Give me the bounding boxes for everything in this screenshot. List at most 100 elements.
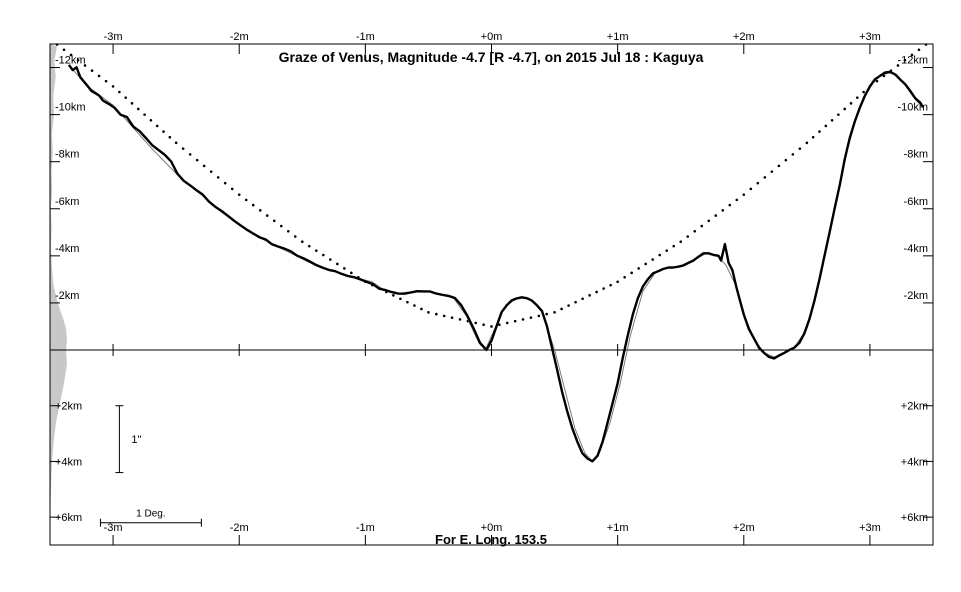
mean-limb-dot: [630, 272, 633, 275]
mean-limb-dot: [707, 220, 710, 223]
y-label-left: -6km: [55, 196, 79, 208]
mean-limb-dot: [897, 64, 900, 67]
mean-limb-dot: [514, 320, 517, 323]
x-tick-label-top: +1m: [607, 31, 629, 43]
mean-limb-dot: [203, 165, 206, 168]
mean-limb-dot: [658, 254, 661, 257]
mean-limb-dot: [196, 159, 199, 162]
mean-limb-dot: [831, 119, 834, 122]
mean-limb-dot: [799, 147, 802, 150]
mean-limb-dot: [231, 188, 234, 191]
mean-limb-dot: [749, 188, 752, 191]
mean-limb-dot: [84, 64, 87, 67]
mean-limb-dot: [581, 297, 584, 300]
mean-limb-dot: [287, 230, 290, 233]
x-tick-label-top: +3m: [859, 31, 881, 43]
x-tick-label-bottom: +3m: [859, 522, 881, 534]
mean-limb-dot: [137, 108, 140, 111]
y-label-left: -10km: [55, 102, 86, 114]
mean-limb-dot: [637, 267, 640, 270]
y-label-right: +6km: [901, 512, 928, 524]
x-tick-label-bottom: -1m: [356, 522, 375, 534]
mean-limb-dot: [301, 240, 304, 243]
mean-limb-dot: [856, 96, 859, 99]
mean-limb-dot: [169, 136, 172, 139]
y-label-left: +4km: [55, 456, 82, 468]
mean-limb-dot: [616, 280, 619, 283]
y-label-left: +2km: [55, 401, 82, 413]
mean-limb-dot: [824, 125, 827, 128]
mean-limb-dot: [259, 209, 262, 212]
mean-limb-dot: [522, 318, 525, 321]
mean-limb-dot: [182, 147, 185, 150]
mean-limb-dot: [238, 193, 241, 196]
mean-limb-dot: [150, 119, 153, 122]
mean-limb-dot: [273, 220, 276, 223]
mean-limb-dot: [392, 294, 395, 297]
mean-limb-dot: [588, 294, 591, 297]
y-label-right: +4km: [901, 456, 928, 468]
mean-limb-dot: [245, 199, 248, 202]
mean-limb-dot: [567, 304, 570, 307]
mean-limb-dot: [490, 325, 493, 328]
mean-limb-dot: [308, 245, 311, 248]
y-label-right: -8km: [904, 149, 928, 161]
mean-limb-dot: [714, 214, 717, 217]
mean-limb-dot: [785, 159, 788, 162]
degree-marker-label: 1 Deg.: [136, 509, 165, 520]
mean-limb-dot: [850, 102, 853, 105]
mean-limb-dot: [266, 214, 269, 217]
x-tick-label-bottom: -2m: [230, 522, 249, 534]
mean-limb-dot: [806, 142, 809, 145]
mean-limb-dot: [175, 142, 178, 145]
mean-limb-dot: [665, 249, 668, 252]
mean-limb-dot: [721, 209, 724, 212]
mean-limb-dot: [131, 102, 134, 105]
mean-limb-dot: [812, 136, 815, 139]
mean-limb-dot: [420, 308, 423, 311]
mean-limb-dot: [560, 308, 563, 311]
graze-profile-chart: -3m-3m-2m-2m-1m-1m+0m+0m+1m+1m+2m+2m+3m+…: [0, 0, 961, 592]
mean-limb-dot: [574, 301, 577, 304]
mean-limb-dot: [156, 125, 159, 128]
mean-limb-dot: [771, 170, 774, 173]
mean-limb-dot: [322, 254, 325, 257]
chart-title: Graze of Venus, Magnitude -4.7 [R -4.7],…: [279, 49, 704, 65]
mean-limb-dot: [644, 263, 647, 266]
mean-limb-dot: [118, 91, 121, 94]
mean-limb-dot: [904, 59, 907, 62]
mean-limb-dot: [686, 235, 689, 238]
mean-limb-dot: [70, 54, 73, 57]
mean-limb-dot: [63, 48, 66, 51]
chart-footer: For E. Long. 153.5: [435, 532, 547, 547]
mean-limb-dot: [143, 113, 146, 116]
mean-limb-dot: [742, 193, 745, 196]
mean-limb-dot: [482, 323, 485, 326]
mean-limb-dot: [700, 225, 703, 228]
mean-limb-dot: [918, 48, 921, 51]
y-label-left: -4km: [55, 243, 79, 255]
mean-limb-dot: [413, 304, 416, 307]
mean-limb-dot: [343, 267, 346, 270]
mean-limb-dot: [911, 54, 914, 57]
y-label-left: -8km: [55, 149, 79, 161]
mean-limb-dot: [224, 182, 227, 185]
mean-limb-dot: [435, 313, 438, 316]
y-label-right: -2km: [904, 290, 928, 302]
mean-limb-dot: [350, 272, 353, 275]
mean-limb-dot: [602, 287, 605, 290]
mean-limb-dot: [56, 43, 59, 46]
mean-limb-dot: [728, 204, 731, 207]
x-tick-label-bottom: -3m: [104, 522, 123, 534]
x-tick-label-top: +0m: [481, 31, 503, 43]
mean-limb-dot: [764, 176, 767, 179]
mean-limb-dot: [91, 69, 94, 72]
mean-limb-dot: [837, 113, 840, 116]
mean-limb-dot: [459, 318, 462, 321]
mean-limb-dot: [336, 263, 339, 266]
mean-limb-dot: [672, 245, 675, 248]
arcsec-marker-label: 1": [131, 434, 141, 446]
mean-limb-dot: [280, 225, 283, 228]
mean-limb-dot: [530, 316, 533, 319]
y-label-right: -6km: [904, 196, 928, 208]
